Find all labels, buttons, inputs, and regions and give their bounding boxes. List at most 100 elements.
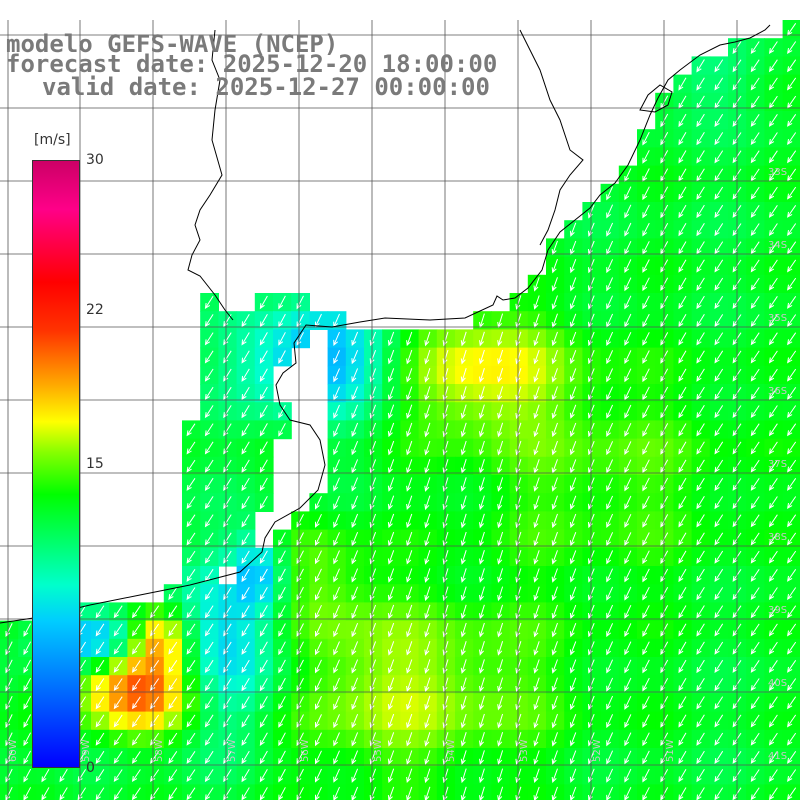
wind-arrow [204, 696, 214, 710]
wind-arrow [696, 769, 705, 783]
wind-arrow [406, 695, 413, 711]
wind-arrow [479, 513, 485, 529]
wind-arrow [533, 368, 540, 383]
wind-arrow [315, 677, 322, 692]
wind-arrow [369, 714, 377, 729]
wind-arrow [95, 623, 105, 637]
wind-arrow [787, 641, 797, 655]
wind-arrow [750, 296, 760, 309]
wind-arrow [606, 222, 614, 237]
wind-arrow [406, 677, 413, 692]
wind-arrow [406, 768, 413, 783]
wind-arrow [406, 659, 413, 674]
wind-arrow [424, 641, 431, 656]
wind-arrow [624, 477, 632, 492]
wind-arrow [678, 277, 687, 291]
wind-arrow [241, 405, 250, 419]
wind-arrow [515, 604, 522, 620]
wind-arrow [259, 714, 268, 728]
wind-arrow [259, 477, 268, 492]
wind-arrow [204, 678, 214, 692]
wind-arrow [696, 150, 705, 164]
wind-arrow [424, 349, 431, 365]
wind-arrow [750, 332, 760, 346]
wind-arrow [768, 550, 778, 564]
wind-arrow [696, 259, 705, 273]
wind-arrow [150, 660, 160, 673]
longitude-label: 56W [300, 739, 311, 762]
wind-arrow [497, 422, 504, 438]
wind-arrow [333, 404, 340, 419]
wind-arrow [624, 659, 632, 674]
wind-arrow [296, 332, 304, 346]
wind-arrow [259, 768, 268, 783]
wind-arrow [714, 295, 724, 309]
wind-arrow [768, 114, 778, 127]
wind-arrow [606, 586, 614, 601]
wind-arrow [569, 495, 577, 510]
wind-arrow [315, 623, 322, 638]
wind-arrow [479, 622, 485, 638]
wind-arrow [315, 550, 322, 565]
wind-arrow [515, 568, 522, 583]
wind-arrow [296, 677, 304, 692]
wind-arrow [406, 750, 413, 765]
wind-arrow [678, 605, 687, 619]
wind-arrow [223, 532, 232, 546]
wind-arrow [569, 604, 577, 620]
wind-arrow [424, 713, 431, 729]
wind-arrow [296, 750, 304, 765]
wind-arrow [515, 422, 522, 438]
wind-arrow [204, 332, 214, 346]
wind-arrow [787, 714, 797, 728]
wind-arrow [186, 751, 196, 764]
wind-arrow [533, 422, 540, 438]
wind-arrow [497, 641, 504, 656]
wind-arrow [624, 186, 632, 201]
wind-arrow [387, 422, 395, 438]
wind-arrow [333, 659, 340, 674]
wind-arrow [642, 204, 650, 219]
wind-arrow [387, 404, 395, 419]
wind-arrow [678, 423, 687, 437]
wind-arrow [515, 695, 522, 711]
wind-arrow [750, 350, 760, 364]
wind-arrow [787, 478, 797, 491]
wind-arrow [424, 495, 431, 511]
wind-arrow [296, 295, 304, 310]
wind-arrow [333, 732, 340, 747]
wind-arrow [714, 750, 724, 764]
wind-arrow [696, 204, 705, 219]
wind-arrow [241, 568, 250, 583]
wind-arrow [497, 659, 504, 674]
wind-arrow [696, 277, 705, 291]
wind-arrow [533, 677, 540, 692]
wind-arrow [678, 241, 687, 255]
wind-arrow [515, 586, 522, 602]
wind-arrow [515, 768, 522, 784]
wind-arrow [369, 604, 377, 620]
wind-arrow [497, 550, 504, 565]
wind-arrow [551, 677, 558, 692]
wind-arrow [678, 732, 687, 746]
wind-arrow [369, 677, 377, 692]
wind-arrow [624, 441, 632, 456]
wind-arrow [315, 641, 322, 656]
wind-arrow [479, 331, 485, 347]
wind-arrow [369, 732, 377, 747]
wind-arrow [5, 659, 13, 674]
wind-arrow [714, 459, 724, 473]
wind-arrow [606, 441, 614, 456]
wind-arrow [551, 659, 558, 674]
wind-arrow [204, 550, 214, 564]
wind-arrow [259, 641, 268, 656]
wind-arrow [95, 641, 105, 655]
wind-arrow [259, 677, 268, 692]
wind-arrow [259, 459, 268, 474]
wind-arrow [204, 623, 214, 637]
wind-arrow [460, 422, 467, 438]
wind-arrow [479, 677, 485, 693]
wind-arrow [551, 331, 558, 347]
wind-arrow [168, 769, 178, 783]
wind-arrow [278, 714, 286, 728]
